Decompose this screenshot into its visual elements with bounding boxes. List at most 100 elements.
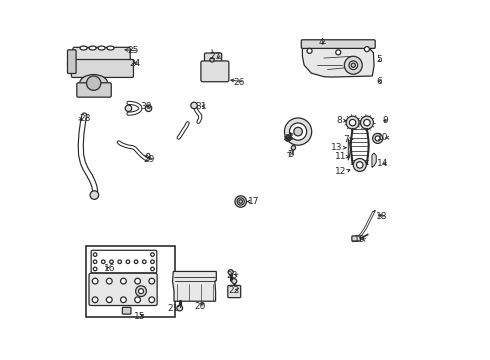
Circle shape [232, 279, 237, 284]
Circle shape [373, 134, 383, 143]
Circle shape [344, 56, 362, 74]
Text: 1: 1 [289, 133, 294, 142]
Circle shape [101, 260, 105, 264]
Text: 25: 25 [128, 46, 139, 55]
Circle shape [291, 145, 295, 150]
Circle shape [349, 61, 358, 69]
FancyBboxPatch shape [89, 273, 157, 306]
Text: 11: 11 [335, 152, 346, 161]
Circle shape [143, 260, 146, 264]
Circle shape [146, 105, 152, 112]
Text: 15: 15 [134, 312, 146, 321]
Text: 21: 21 [168, 304, 179, 313]
Circle shape [191, 102, 197, 109]
Text: 7: 7 [343, 135, 349, 144]
Circle shape [135, 297, 141, 303]
Ellipse shape [80, 75, 108, 92]
Text: 18: 18 [375, 212, 387, 221]
Ellipse shape [107, 46, 114, 50]
Circle shape [361, 116, 373, 129]
Circle shape [136, 286, 147, 297]
Text: 10: 10 [377, 133, 389, 142]
Polygon shape [348, 139, 350, 160]
Circle shape [149, 278, 155, 284]
FancyBboxPatch shape [352, 236, 361, 241]
Bar [87, 246, 175, 317]
Text: 13: 13 [331, 143, 343, 152]
Circle shape [118, 260, 122, 264]
Circle shape [106, 278, 112, 284]
Circle shape [353, 158, 366, 171]
Circle shape [307, 48, 312, 53]
Circle shape [177, 305, 183, 311]
Circle shape [93, 253, 97, 256]
Circle shape [90, 191, 98, 199]
Circle shape [235, 196, 246, 207]
FancyBboxPatch shape [122, 307, 131, 314]
Text: 27: 27 [209, 53, 220, 62]
Circle shape [285, 135, 291, 141]
Circle shape [93, 267, 97, 271]
Text: 30: 30 [140, 102, 152, 111]
FancyBboxPatch shape [201, 61, 229, 82]
Circle shape [106, 297, 112, 303]
Text: 20: 20 [194, 302, 205, 311]
Circle shape [93, 260, 97, 264]
Circle shape [121, 278, 126, 284]
Polygon shape [172, 271, 216, 301]
Circle shape [121, 297, 126, 303]
Circle shape [126, 260, 130, 264]
Circle shape [357, 162, 363, 168]
Circle shape [210, 58, 214, 62]
Ellipse shape [80, 46, 87, 50]
Circle shape [134, 260, 138, 264]
FancyBboxPatch shape [77, 83, 111, 97]
FancyBboxPatch shape [204, 53, 221, 64]
FancyBboxPatch shape [91, 250, 157, 273]
Text: 3: 3 [284, 134, 290, 143]
Text: 17: 17 [248, 197, 259, 206]
Text: 24: 24 [129, 59, 140, 68]
Text: 22: 22 [228, 285, 239, 294]
Ellipse shape [98, 46, 105, 50]
Circle shape [110, 260, 113, 264]
Circle shape [125, 105, 132, 112]
Circle shape [228, 270, 233, 275]
Text: 4: 4 [319, 38, 324, 47]
Circle shape [287, 137, 290, 140]
Circle shape [285, 118, 312, 145]
Text: 14: 14 [377, 159, 389, 168]
Circle shape [87, 76, 101, 90]
Circle shape [151, 267, 154, 271]
Circle shape [139, 289, 144, 294]
Circle shape [290, 123, 307, 140]
Text: 23: 23 [226, 271, 238, 280]
Text: 31: 31 [195, 102, 207, 111]
Text: 29: 29 [144, 155, 155, 164]
Circle shape [92, 297, 98, 303]
Text: 19: 19 [354, 235, 365, 244]
Circle shape [151, 260, 154, 264]
Circle shape [149, 297, 155, 303]
Circle shape [365, 46, 369, 51]
Circle shape [151, 253, 154, 256]
Text: 9: 9 [383, 116, 389, 125]
Circle shape [375, 136, 380, 141]
Text: 16: 16 [104, 264, 116, 273]
Text: 2: 2 [288, 150, 294, 159]
FancyBboxPatch shape [73, 47, 130, 63]
FancyBboxPatch shape [228, 285, 241, 298]
Circle shape [239, 200, 243, 203]
Polygon shape [302, 42, 374, 77]
FancyBboxPatch shape [68, 50, 76, 73]
FancyBboxPatch shape [301, 40, 375, 48]
Text: 28: 28 [79, 114, 91, 123]
Circle shape [237, 198, 245, 205]
Circle shape [351, 63, 355, 67]
Text: 6: 6 [376, 77, 382, 86]
Text: 26: 26 [234, 78, 245, 87]
Ellipse shape [89, 46, 96, 50]
Text: 8: 8 [336, 116, 342, 125]
FancyBboxPatch shape [72, 59, 133, 77]
Circle shape [92, 278, 98, 284]
